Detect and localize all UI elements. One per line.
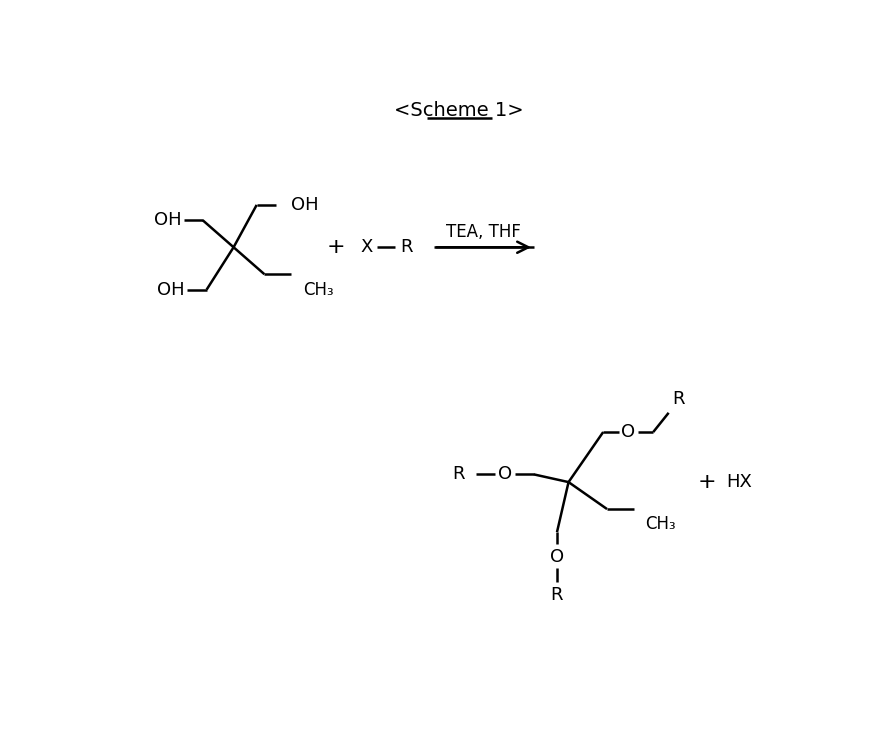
Text: +: + (327, 237, 345, 257)
Text: R: R (672, 390, 685, 408)
Text: X: X (360, 238, 373, 256)
Text: R: R (551, 586, 564, 604)
Text: OH: OH (154, 212, 182, 229)
Text: R: R (400, 238, 412, 256)
Text: CH₃: CH₃ (303, 281, 333, 299)
Text: <Scheme 1>: <Scheme 1> (394, 101, 524, 121)
Text: +: + (698, 472, 717, 492)
Text: TEA, THF: TEA, THF (446, 223, 521, 241)
Text: R: R (452, 466, 465, 484)
Text: OH: OH (291, 196, 319, 214)
Text: CH₃: CH₃ (645, 516, 676, 533)
Text: O: O (621, 423, 635, 441)
Text: OH: OH (158, 281, 185, 299)
Text: O: O (498, 466, 513, 484)
Text: O: O (550, 548, 564, 565)
Text: HX: HX (727, 473, 753, 491)
